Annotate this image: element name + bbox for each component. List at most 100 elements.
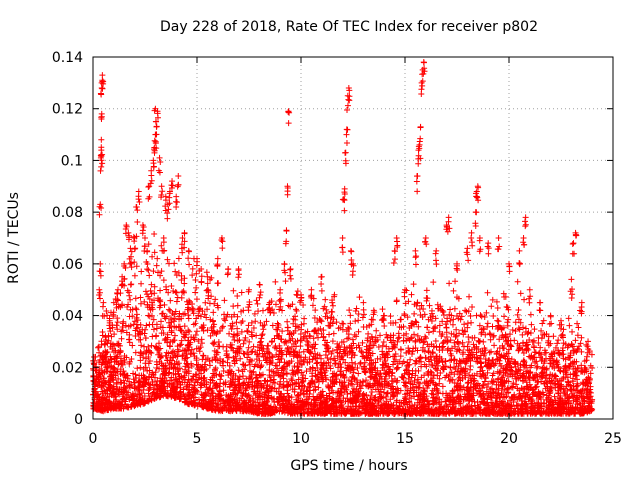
roti-point-bg: [257, 319, 264, 326]
roti-point-bg: [158, 242, 165, 249]
roti-point-bg: [172, 268, 179, 275]
roti-point-bg: [280, 381, 287, 388]
roti-point-bg: [573, 372, 580, 379]
roti-point-bg: [340, 407, 347, 414]
roti-point-bg: [288, 394, 295, 401]
roti-point-bg: [484, 405, 491, 412]
roti-point-bg: [255, 353, 262, 360]
roti-point-bg: [526, 353, 533, 360]
roti-point-bg: [444, 403, 451, 410]
roti-point-bg: [406, 392, 413, 399]
roti-point-bg: [129, 306, 136, 313]
roti-point-bg: [383, 331, 390, 338]
roti-point-bg: [114, 368, 121, 375]
roti-point-bg: [417, 311, 424, 318]
roti-point-bg: [131, 318, 138, 325]
roti-point-bg: [110, 364, 117, 371]
roti-point-bg: [390, 353, 397, 360]
roti-point-bg: [368, 388, 375, 395]
roti-point-bg: [330, 380, 337, 387]
roti-point-bg: [389, 361, 396, 368]
roti-point-bg: [181, 392, 188, 399]
roti-point-bg: [211, 339, 218, 346]
roti-point-bg: [300, 301, 307, 308]
roti-point-bg: [452, 343, 459, 350]
roti-point-bg: [172, 289, 179, 296]
roti-point-bg: [446, 377, 453, 384]
roti-point-bg: [195, 361, 202, 368]
roti-point-bg: [481, 314, 488, 321]
roti-point-bg: [168, 393, 175, 400]
roti-point-bg: [134, 317, 141, 324]
roti-point-bg: [577, 340, 584, 347]
roti-point-bg: [179, 353, 186, 360]
roti-point-bg: [251, 399, 258, 406]
roti-point-bg: [113, 358, 120, 365]
roti-point-bg: [429, 387, 436, 394]
roti-point-bg: [504, 361, 511, 368]
roti-point-bg: [333, 371, 340, 378]
roti-point-bg: [480, 409, 487, 416]
roti-point-bg: [409, 410, 416, 417]
roti-point-bg: [475, 338, 482, 345]
roti-point-bg: [391, 342, 398, 349]
roti-point-bg: [455, 346, 462, 353]
roti-point-bg: [207, 316, 214, 323]
roti-point-bg: [245, 344, 252, 351]
chart-title: Day 228 of 2018, Rate Of TEC Index for r…: [160, 19, 538, 35]
roti-point-bg: [478, 330, 485, 337]
roti-point-bg: [134, 401, 141, 408]
roti-point-bg: [154, 269, 161, 276]
roti-point-bg: [273, 345, 280, 352]
roti-point-bg: [578, 362, 585, 369]
roti-point-bg: [426, 343, 433, 350]
roti-point-bg: [143, 355, 150, 362]
roti-point-bg: [373, 402, 380, 409]
roti-point-bg: [505, 350, 512, 357]
roti-point-bg: [148, 290, 155, 297]
roti-point-bg: [361, 354, 368, 361]
roti-point-bg: [528, 321, 535, 328]
roti-point-bg: [309, 343, 316, 350]
roti-point-bg: [146, 367, 153, 374]
roti-point-bg: [241, 366, 248, 373]
roti-point-bg: [293, 351, 300, 358]
roti-point-bg: [224, 393, 231, 400]
roti-point-bg: [115, 303, 122, 310]
roti-point-bg: [348, 347, 355, 354]
roti-point-bg: [550, 359, 557, 366]
roti-point-bg: [467, 384, 474, 391]
roti-point-bg: [457, 377, 464, 384]
roti-point-bg: [119, 327, 126, 334]
roti-point-bg: [118, 360, 125, 367]
roti-point-bg: [269, 353, 276, 360]
roti-point-bg: [223, 343, 230, 350]
roti-point-bg: [217, 380, 224, 387]
roti-point-bg: [424, 382, 431, 389]
roti-point-bg: [541, 380, 548, 387]
roti-point-bg: [499, 398, 506, 405]
roti-point-bg: [196, 348, 203, 355]
roti-point-bg: [354, 381, 361, 388]
roti-point-bg: [347, 312, 354, 319]
roti-point-bg: [470, 390, 477, 397]
roti-point-bg: [393, 364, 400, 371]
roti-point-bg: [225, 372, 232, 379]
roti-point-bg: [230, 406, 237, 413]
roti-point-bg: [190, 321, 197, 328]
roti-point-bg: [379, 306, 386, 313]
roti-point-bg: [416, 358, 423, 365]
roti-point-bg: [170, 365, 177, 372]
roti-point-bg: [363, 346, 370, 353]
roti-point-bg: [140, 354, 147, 361]
roti-point-bg: [494, 317, 501, 324]
roti-point-bg: [264, 350, 271, 357]
roti-point-bg: [549, 363, 556, 370]
roti-point-bg: [456, 330, 463, 337]
roti-point-bg: [222, 317, 229, 324]
roti-point-bg: [157, 375, 164, 382]
roti-point-bg: [509, 327, 516, 334]
roti-point-bg: [495, 375, 502, 382]
roti-point-bg: [120, 318, 127, 325]
roti-point-bg: [538, 327, 545, 334]
